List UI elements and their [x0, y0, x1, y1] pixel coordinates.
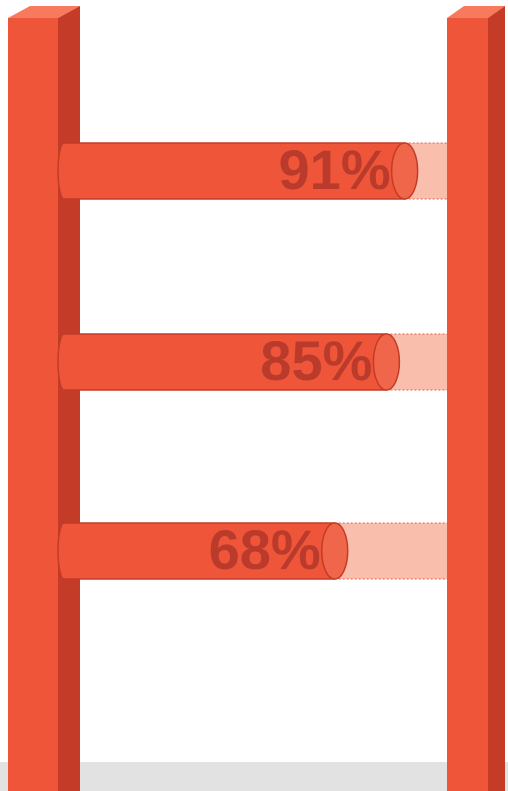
bar	[57, 522, 336, 580]
bar-end	[372, 333, 401, 391]
bar	[57, 142, 406, 200]
floor	[0, 762, 508, 791]
value-label: 85%	[260, 329, 372, 392]
bar	[57, 333, 388, 391]
right-rail	[447, 6, 505, 791]
left-rail	[8, 6, 80, 791]
bar-end	[320, 522, 349, 580]
value-label: 91%	[279, 138, 391, 201]
bar-end	[390, 142, 419, 200]
rungs: 91% 85% 68%	[57, 138, 482, 581]
value-label: 68%	[209, 518, 321, 581]
